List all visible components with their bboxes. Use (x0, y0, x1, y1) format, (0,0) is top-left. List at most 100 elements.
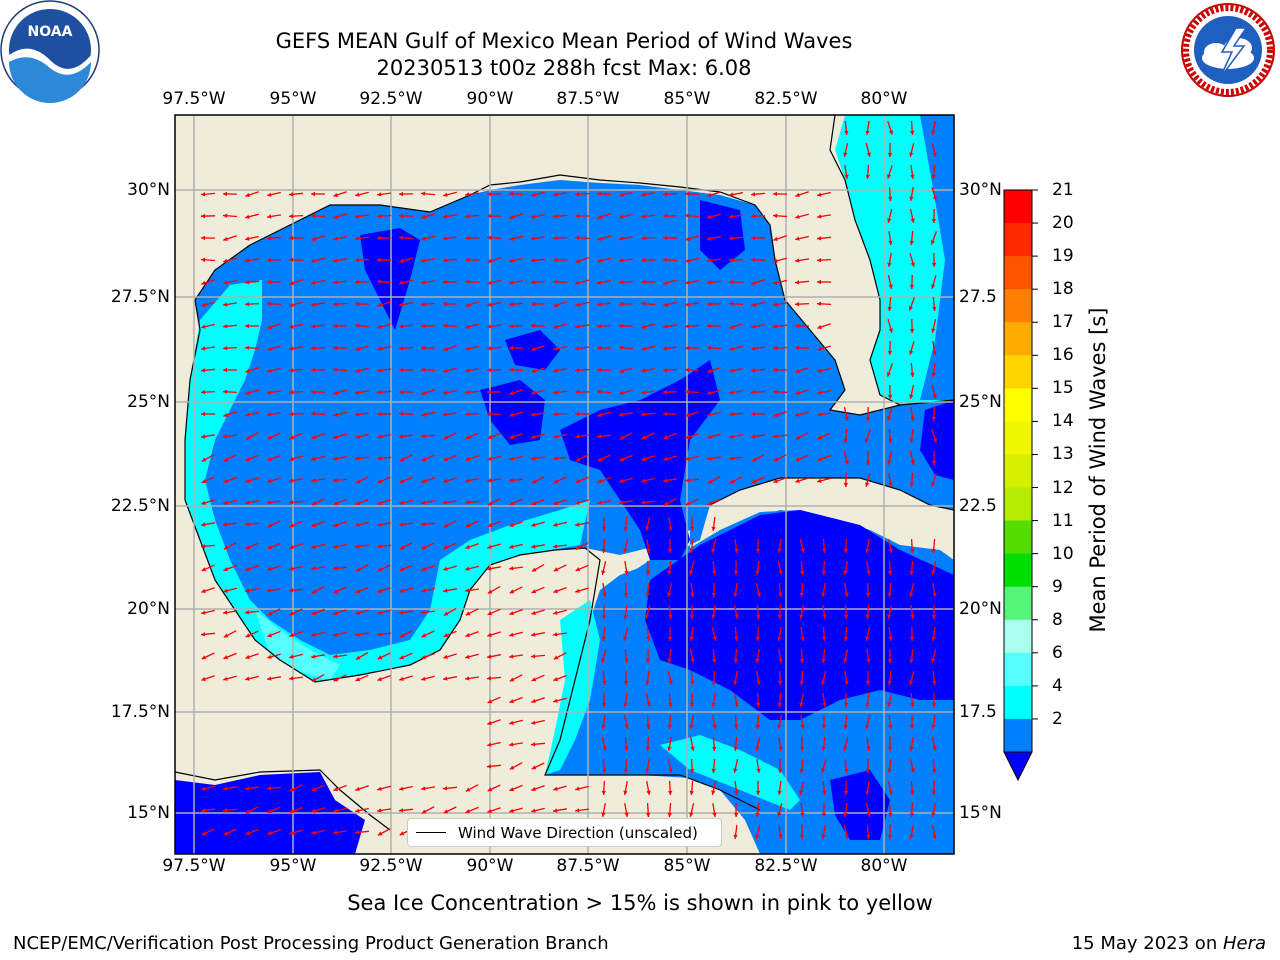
direction-arrow (289, 235, 303, 241)
direction-arrow (245, 235, 259, 241)
direction-arrow (553, 586, 567, 594)
direction-arrow (553, 697, 567, 703)
direction-arrow (931, 780, 936, 796)
direction-arrow (333, 498, 347, 506)
direction-arrow (420, 434, 436, 439)
direction-arrow (931, 627, 936, 641)
direction-arrow (333, 433, 347, 439)
direction-arrow (689, 803, 695, 817)
direction-arrow (465, 192, 479, 197)
direction-arrow (865, 780, 870, 796)
direction-arrow (685, 433, 699, 440)
direction-arrow (288, 478, 304, 483)
colorbar-segment (1004, 190, 1032, 224)
direction-arrow (601, 692, 607, 708)
direction-arrow (706, 280, 722, 285)
direction-arrow (267, 345, 281, 351)
direction-arrow (750, 434, 766, 439)
direction-arrow (508, 324, 524, 329)
direction-arrow (465, 806, 479, 814)
direction-arrow (377, 587, 391, 594)
dark-zone-mid-a (480, 380, 545, 445)
direction-arrow (887, 824, 892, 840)
direction-arrow (509, 213, 523, 219)
direction-arrow (689, 714, 694, 730)
direction-arrow (223, 828, 237, 836)
direction-arrow (200, 522, 216, 527)
direction-arrow (575, 476, 589, 484)
direction-arrow (602, 582, 607, 598)
direction-arrow (487, 279, 501, 285)
direction-arrow (795, 454, 809, 462)
direction-arrow (888, 186, 893, 202)
direction-arrow (267, 367, 281, 373)
direction-arrow (931, 692, 937, 708)
direction-arrow (509, 455, 523, 461)
direction-arrow (421, 280, 435, 285)
direction-arrow (465, 588, 479, 593)
direction-arrow (887, 407, 893, 421)
direction-arrow (223, 587, 237, 593)
direction-arrow (530, 236, 546, 241)
direction-arrow (289, 829, 303, 835)
direction-arrow (843, 737, 849, 751)
direction-arrow (465, 630, 479, 638)
direction-arrow (623, 715, 629, 729)
direction-arrow (355, 521, 369, 527)
direction-arrow (399, 434, 413, 439)
direction-arrow (421, 235, 435, 241)
direction-arrow (442, 279, 458, 285)
direction-arrow (910, 604, 915, 620)
direction-arrow (909, 671, 915, 685)
direction-arrow (376, 411, 392, 417)
direction-arrow (887, 384, 893, 400)
direction-arrow (888, 715, 893, 729)
direction-arrow (777, 715, 783, 729)
direction-arrow (223, 652, 237, 660)
direction-arrow (728, 412, 744, 417)
direction-arrow (333, 411, 347, 417)
direction-arrow (465, 301, 479, 307)
direction-arrow (619, 389, 633, 395)
atlantic-water-outer (920, 115, 954, 400)
longitude-tick-bottom: 92.5°W (359, 856, 423, 876)
longitude-tick-bottom: 82.5°W (754, 856, 818, 876)
direction-arrow (245, 587, 259, 593)
direction-arrow (487, 389, 501, 395)
direction-arrow (728, 390, 744, 395)
direction-arrow (377, 476, 391, 484)
direction-arrow (751, 301, 765, 307)
direction-arrow (267, 477, 281, 483)
direction-arrow (267, 630, 281, 638)
direction-arrow (909, 824, 914, 840)
direction-arrow (931, 429, 937, 443)
direction-arrow (932, 340, 937, 356)
colorbar-segment (1004, 619, 1032, 654)
colorbar-segment (1004, 355, 1032, 389)
direction-arrow (843, 407, 849, 421)
direction-arrow (574, 368, 590, 373)
direction-arrow (706, 323, 722, 329)
direction-arrow (711, 604, 716, 620)
direction-arrow (799, 604, 804, 620)
direction-arrow (245, 323, 259, 329)
direction-arrow (244, 522, 260, 527)
coastline-pacific (175, 769, 391, 831)
direction-arrow (333, 191, 347, 198)
direction-arrow (795, 213, 809, 219)
direction-arrow (597, 257, 611, 263)
direction-arrow (910, 780, 915, 796)
direction-arrow (552, 236, 568, 241)
atlantic-water (835, 115, 954, 405)
direction-arrow (707, 433, 721, 439)
direction-arrow (910, 538, 915, 554)
direction-arrow (843, 451, 849, 465)
direction-arrow (376, 434, 392, 439)
direction-arrow (641, 432, 655, 440)
direction-arrow (421, 389, 435, 395)
direction-arrow (931, 802, 936, 818)
direction-arrow (794, 302, 810, 307)
direction-arrow (486, 368, 502, 373)
direction-arrow (288, 411, 304, 417)
nws-logo (1181, 3, 1275, 97)
